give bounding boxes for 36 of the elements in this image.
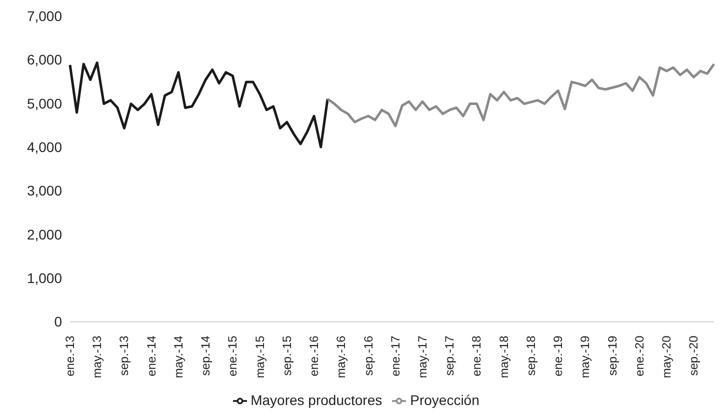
x-tick-label: ene.-16 [307, 335, 322, 376]
y-tick-label: 0 [54, 314, 62, 330]
y-tick-label: 4,000 [26, 139, 62, 156]
x-tick-label: sep.-13 [117, 335, 132, 376]
x-tick-label: sep.-19 [605, 335, 620, 376]
y-tick-label: 2,000 [26, 226, 62, 242]
x-tick-label: sep.-18 [524, 335, 538, 376]
legend-label: Proyección [410, 392, 480, 408]
x-tick-label: ene.-20 [632, 335, 646, 376]
x-tick-label: ene.-18 [470, 335, 484, 376]
x-tick-label: may.-13 [90, 335, 104, 378]
x-tick-label: may.-16 [334, 335, 348, 378]
x-tick-label: ene.-15 [226, 335, 240, 376]
x-tick-label: may.-17 [416, 335, 430, 378]
y-tick-label: 5,000 [26, 95, 62, 112]
x-tick-label: may.-19 [578, 335, 592, 378]
x-tick-label: sep.-14 [198, 335, 213, 376]
line-series [326, 62, 716, 128]
x-tick-label: may.-14 [171, 335, 186, 378]
x-tick-label: may.-20 [660, 335, 674, 378]
x-tick-label: sep.-20 [686, 335, 701, 376]
y-tick-label: 6,000 [26, 52, 62, 68]
x-tick-label: may.-18 [496, 335, 511, 378]
x-tick-label: ene.-19 [551, 335, 566, 376]
y-tick-label: 3,000 [26, 182, 62, 199]
legend-label: Mayores productores [250, 392, 382, 408]
x-tick-label: ene.-17 [388, 335, 402, 376]
x-tick-label: ene.-14 [144, 335, 158, 376]
x-tick-label: sep.-15 [280, 335, 294, 376]
line-series [68, 61, 329, 148]
y-tick-label: 1,000 [26, 270, 62, 286]
x-tick-label: sep.-16 [361, 335, 376, 376]
y-tick-label: 7,000 [26, 8, 62, 24]
x-tick-label: may.-15 [252, 335, 267, 378]
x-tick-label: sep.-17 [442, 335, 457, 376]
x-tick-label: ene.-13 [63, 335, 77, 376]
